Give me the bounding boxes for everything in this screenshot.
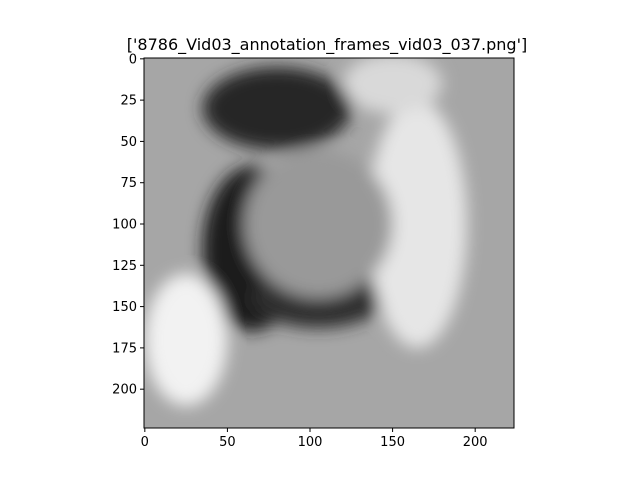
y-tick-label: 0 <box>129 52 137 67</box>
heatmap-image <box>144 58 514 428</box>
chart-title: ['8786_Vid03_annotation_frames_vid03_037… <box>127 35 527 55</box>
x-tick-label: 200 <box>463 435 488 450</box>
y-tick-label: 150 <box>112 300 137 315</box>
y-tick-label: 200 <box>112 383 137 398</box>
heatmap-region-dark-top <box>202 67 352 150</box>
y-tick-label: 125 <box>112 259 137 274</box>
axes-frame <box>143 57 515 429</box>
x-tick-label: 100 <box>298 435 323 450</box>
x-tick-label: 0 <box>141 435 149 450</box>
heatmap-region-bright-bottomleft <box>144 273 228 406</box>
y-tick-label: 50 <box>120 135 137 150</box>
y-tick-label: 175 <box>112 341 137 356</box>
heatmap-region-center-blob <box>243 149 393 299</box>
heatmap-region-bright-right <box>367 100 467 348</box>
y-tick-label: 75 <box>120 176 137 191</box>
x-tick-label: 150 <box>380 435 405 450</box>
y-axis: 0 25 50 75 100 125 150 175 200 <box>112 52 144 398</box>
x-axis: 0 50 100 150 200 <box>141 428 488 450</box>
y-tick-label: 100 <box>112 218 137 233</box>
x-tick-label: 50 <box>219 435 236 450</box>
heatmap-region-bright-topright <box>343 58 443 114</box>
y-tick-label: 25 <box>120 94 137 109</box>
